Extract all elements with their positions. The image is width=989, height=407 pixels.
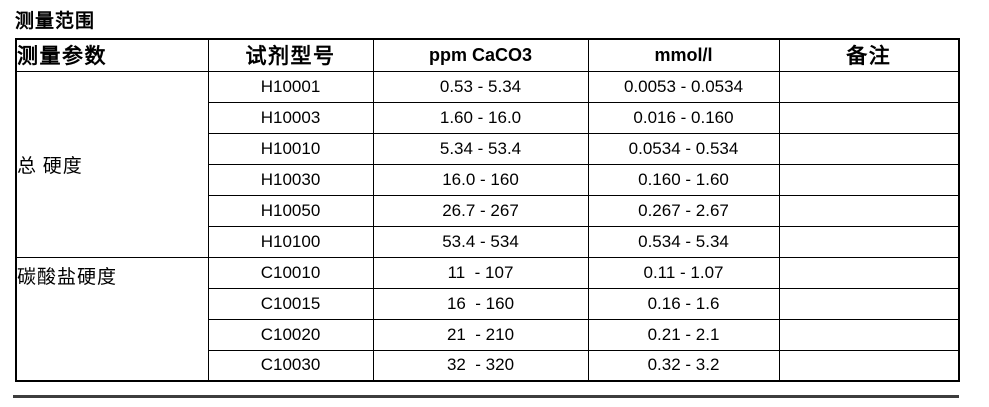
table-row: 碳酸盐硬度 C10010 11 - 107 0.11 - 1.07 [15,256,960,382]
remark-cell [778,225,960,258]
col-header-reagent-model: 试剂型号 [207,38,374,72]
ppm-cell: 16 - 160 [372,287,589,320]
model-cell: H10001 [207,70,374,103]
remark-cell [778,194,960,227]
model-cell: H10003 [207,101,374,134]
model-cell: H10030 [207,163,374,196]
col-header-parameter: 测量参数 [15,38,209,72]
model-cell: H10010 [207,132,374,165]
ppm-cell: 11 - 107 [372,256,589,289]
remark-cell [778,256,960,289]
mmol-cell: 0.534 - 5.34 [587,225,780,258]
mmol-cell: 0.0534 - 0.534 [587,132,780,165]
ppm-cell: 32 - 320 [372,349,589,382]
table-row: H10030 16.0 - 160 0.160 - 1.60 [16,163,960,196]
col-header-mmol-l: mmol/l [587,38,780,72]
table-row: C10030 32 - 320 0.32 - 3.2 [16,349,960,382]
ppm-cell: 5.34 - 53.4 [372,132,589,165]
table-header-row: 测量参数 试剂型号 ppm CaCO3 mmol/l 备注 [15,38,960,72]
ppm-cell: 16.0 - 160 [372,163,589,196]
model-cell: C10015 [207,287,374,320]
measurement-range-table: 测量参数 试剂型号 ppm CaCO3 mmol/l 备注 总 硬度 H1000… [15,38,960,382]
remark-cell [778,101,960,134]
table-row: 总 硬度 H10001 0.53 - 5.34 0.0053 - 0.0534 [15,70,960,258]
mmol-cell: 0.11 - 1.07 [587,256,780,289]
ppm-cell: 1.60 - 16.0 [372,101,589,134]
page-bottom-rule [13,395,959,398]
remark-cell [778,318,960,351]
model-cell: C10020 [207,318,374,351]
col-header-ppm-caco3: ppm CaCO3 [372,38,589,72]
ppm-cell: 0.53 - 5.34 [372,70,589,103]
mmol-cell: 0.32 - 3.2 [587,349,780,382]
mmol-cell: 0.267 - 2.67 [587,194,780,227]
model-cell: C10010 [207,256,374,289]
col-header-remark: 备注 [778,38,960,72]
table-row: H10003 1.60 - 16.0 0.016 - 0.160 [16,101,960,134]
ppm-cell: 21 - 210 [372,318,589,351]
mmol-cell: 0.16 - 1.6 [587,287,780,320]
ppm-cell: 26.7 - 267 [372,194,589,227]
remark-cell [778,163,960,196]
model-cell: H10050 [207,194,374,227]
model-cell: H10100 [207,225,374,258]
remark-cell [778,349,960,382]
parameter-cell-carbonate-hardness: 碳酸盐硬度 [15,256,209,382]
table-row: H10010 5.34 - 53.4 0.0534 - 0.534 [16,132,960,165]
remark-cell [778,132,960,165]
section-title: 测量范围 [15,11,96,32]
mmol-cell: 0.016 - 0.160 [587,101,780,134]
table-row: C10020 21 - 210 0.21 - 2.1 [16,318,960,351]
remark-cell [778,287,960,320]
model-cell: C10030 [207,349,374,382]
mmol-cell: 0.0053 - 0.0534 [587,70,780,103]
remark-cell [778,70,960,103]
mmol-cell: 0.21 - 2.1 [587,318,780,351]
table-row: H10100 53.4 - 534 0.534 - 5.34 [16,225,960,258]
ppm-cell: 53.4 - 534 [372,225,589,258]
parameter-cell-total-hardness: 总 硬度 [15,70,209,258]
mmol-cell: 0.160 - 1.60 [587,163,780,196]
